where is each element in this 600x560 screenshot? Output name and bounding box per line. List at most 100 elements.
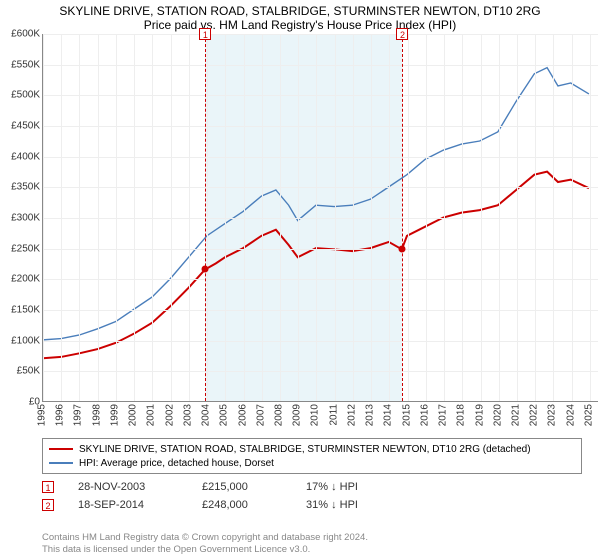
x-tick-label: 2013 [365, 404, 376, 426]
y-tick-label: £350K [11, 182, 40, 193]
gridline-v [444, 34, 445, 401]
marker-date: 28-NOV-2003 [78, 481, 178, 493]
x-tick-label: 2016 [419, 404, 430, 426]
x-tick-label: 2004 [201, 404, 212, 426]
x-tick-label: 2008 [273, 404, 284, 426]
marker-point [399, 245, 406, 252]
x-tick-label: 2025 [583, 404, 594, 426]
footer: Contains HM Land Registry data © Crown c… [42, 532, 368, 556]
marker-date: 18-SEP-2014 [78, 499, 178, 511]
x-tick-label: 2002 [164, 404, 175, 426]
x-tick-label: 2017 [438, 404, 449, 426]
gridline-v [517, 34, 518, 401]
y-tick-label: £550K [11, 59, 40, 70]
legend-item: HPI: Average price, detached house, Dors… [49, 456, 575, 470]
legend-label: SKYLINE DRIVE, STATION ROAD, STALBRIDGE,… [79, 444, 531, 455]
x-tick-label: 2010 [310, 404, 321, 426]
y-tick-label: £200K [11, 274, 40, 285]
gridline-v [244, 34, 245, 401]
gridline-v [389, 34, 390, 401]
marker-line [402, 34, 403, 401]
gridline-h [43, 341, 598, 342]
marker-flag: 1 [199, 28, 211, 40]
gridline-h [43, 187, 598, 188]
gridline-v [152, 34, 153, 401]
markers-table: 128-NOV-2003£215,00017% ↓ HPI218-SEP-201… [42, 478, 386, 514]
gridline-v [499, 34, 500, 401]
x-tick-label: 2006 [237, 404, 248, 426]
footer-line-1: Contains HM Land Registry data © Crown c… [42, 532, 368, 544]
x-tick-label: 1995 [37, 404, 48, 426]
marker-delta: 31% ↓ HPI [306, 499, 386, 511]
gridline-v [462, 34, 463, 401]
x-tick-label: 2018 [456, 404, 467, 426]
y-tick-label: £600K [11, 29, 40, 40]
title-line-1: SKYLINE DRIVE, STATION ROAD, STALBRIDGE,… [0, 0, 600, 18]
gridline-v [298, 34, 299, 401]
gridline-v [316, 34, 317, 401]
legend-swatch [49, 462, 73, 463]
x-tick-label: 2000 [128, 404, 139, 426]
gridline-v [590, 34, 591, 401]
gridline-v [426, 34, 427, 401]
footer-line-2: This data is licensed under the Open Gov… [42, 544, 368, 556]
legend-label: HPI: Average price, detached house, Dors… [79, 458, 274, 469]
x-tick-label: 2005 [219, 404, 230, 426]
x-tick-label: 2009 [292, 404, 303, 426]
y-tick-label: £500K [11, 90, 40, 101]
gridline-h [43, 371, 598, 372]
y-tick-label: £250K [11, 243, 40, 254]
x-tick-label: 1999 [109, 404, 120, 426]
gridline-h [43, 249, 598, 250]
gridline-v [79, 34, 80, 401]
x-axis: 1995199619971998199920002001200220032004… [42, 402, 598, 432]
gridline-v [225, 34, 226, 401]
gridline-h [43, 65, 598, 66]
y-tick-label: £400K [11, 151, 40, 162]
marker-point [202, 266, 209, 273]
gridline-v [171, 34, 172, 401]
gridline-v [535, 34, 536, 401]
gridline-v [408, 34, 409, 401]
y-tick-label: £150K [11, 305, 40, 316]
marker-delta: 17% ↓ HPI [306, 481, 386, 493]
gridline-v [134, 34, 135, 401]
legend-swatch [49, 448, 73, 450]
x-tick-label: 2023 [547, 404, 558, 426]
gridline-v [98, 34, 99, 401]
x-tick-label: 2001 [146, 404, 157, 426]
x-tick-label: 2003 [182, 404, 193, 426]
gridline-v [189, 34, 190, 401]
x-tick-label: 1997 [73, 404, 84, 426]
x-tick-label: 1996 [55, 404, 66, 426]
gridline-v [116, 34, 117, 401]
marker-flag: 2 [396, 28, 408, 40]
x-tick-label: 2024 [565, 404, 576, 426]
marker-row: 218-SEP-2014£248,00031% ↓ HPI [42, 496, 386, 514]
gridline-v [353, 34, 354, 401]
gridline-v [572, 34, 573, 401]
gridline-v [280, 34, 281, 401]
gridline-v [61, 34, 62, 401]
y-tick-label: £50K [17, 366, 40, 377]
marker-row: 1 28-NOV-2003 £215,000 17% ↓ HPI [42, 478, 386, 496]
gridline-h [43, 157, 598, 158]
x-tick-label: 2012 [346, 404, 357, 426]
gridline-h [43, 279, 598, 280]
gridline-v [481, 34, 482, 401]
marker-row-flag: 1 [42, 481, 54, 493]
chart-area: £0£50K£100K£150K£200K£250K£300K£350K£400… [0, 34, 600, 432]
legend: SKYLINE DRIVE, STATION ROAD, STALBRIDGE,… [42, 438, 582, 474]
plot-area: 12 [42, 34, 598, 402]
chart-container: SKYLINE DRIVE, STATION ROAD, STALBRIDGE,… [0, 0, 600, 560]
x-tick-label: 2015 [401, 404, 412, 426]
marker-price: £248,000 [202, 499, 282, 511]
gridline-v [262, 34, 263, 401]
gridline-v [207, 34, 208, 401]
x-tick-label: 2019 [474, 404, 485, 426]
legend-item: SKYLINE DRIVE, STATION ROAD, STALBRIDGE,… [49, 442, 575, 456]
y-tick-label: £300K [11, 213, 40, 224]
gridline-v [43, 34, 44, 401]
gridline-h [43, 310, 598, 311]
marker-price: £215,000 [202, 481, 282, 493]
